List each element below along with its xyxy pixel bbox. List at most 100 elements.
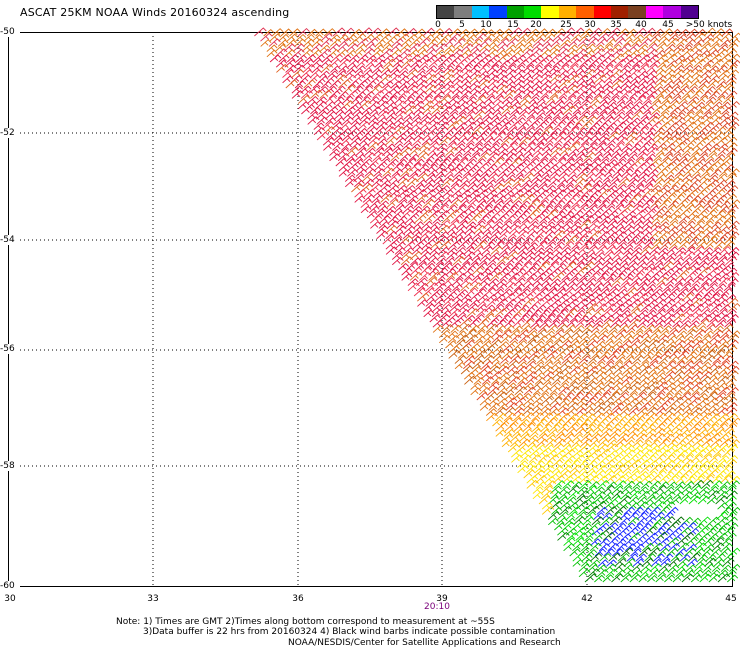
wind-barb bbox=[719, 220, 732, 229]
wind-barb bbox=[517, 329, 530, 338]
wind-barb bbox=[467, 318, 480, 328]
wind-barb bbox=[578, 219, 592, 229]
wind-barb bbox=[502, 199, 514, 208]
wind-barb bbox=[429, 314, 441, 323]
wind-barb bbox=[466, 183, 479, 193]
wind-barb bbox=[527, 101, 539, 110]
wind-barb bbox=[519, 200, 531, 208]
wind-barb bbox=[404, 27, 417, 37]
wind-barb bbox=[592, 236, 605, 245]
wind-barb bbox=[727, 168, 740, 177]
wind-barb bbox=[474, 32, 487, 42]
wind-barb bbox=[615, 209, 629, 219]
wind-barb bbox=[423, 303, 436, 312]
wind-barb bbox=[535, 230, 548, 240]
wind-barb bbox=[647, 574, 658, 583]
wind-barb bbox=[543, 111, 556, 120]
wind-barb bbox=[401, 209, 414, 219]
wind-barb bbox=[444, 37, 457, 47]
wind-barb bbox=[409, 54, 421, 63]
wind-barb bbox=[665, 167, 678, 177]
wind-barb bbox=[403, 247, 415, 255]
wind-barb bbox=[535, 240, 548, 250]
wind-barb bbox=[647, 314, 659, 323]
wind-barb bbox=[593, 85, 605, 94]
wind-barb bbox=[646, 257, 658, 266]
wind-barb bbox=[472, 246, 485, 255]
wind-barb bbox=[329, 58, 342, 68]
wind-barb bbox=[592, 320, 604, 328]
wind-barb bbox=[428, 116, 440, 125]
wind-barb bbox=[535, 112, 547, 120]
wind-barb bbox=[467, 262, 480, 271]
wind-barb bbox=[486, 194, 499, 203]
wind-barb bbox=[408, 153, 420, 162]
wind-barb bbox=[705, 261, 719, 271]
wind-barb bbox=[703, 200, 715, 208]
wind-barb bbox=[467, 189, 480, 198]
wind-barb bbox=[447, 330, 459, 338]
wind-barb bbox=[536, 137, 548, 146]
wind-barb bbox=[598, 188, 612, 198]
wind-barb bbox=[616, 543, 628, 552]
wind-barb bbox=[681, 69, 695, 78]
wind-barb bbox=[329, 79, 342, 89]
wind-barb bbox=[431, 308, 444, 318]
wind-barb bbox=[496, 173, 509, 182]
wind-barb bbox=[522, 64, 535, 73]
wind-barb bbox=[624, 231, 636, 240]
wind-barb bbox=[521, 215, 533, 224]
wind-barb bbox=[462, 267, 474, 276]
wind-barb bbox=[520, 324, 532, 333]
wind-barb bbox=[468, 293, 481, 302]
wind-barb bbox=[460, 194, 473, 203]
wind-barb bbox=[535, 314, 547, 323]
wind-barb bbox=[631, 302, 644, 312]
wind-barb bbox=[438, 158, 451, 167]
wind-barb bbox=[486, 69, 499, 78]
wind-barb bbox=[442, 297, 455, 307]
wind-barb bbox=[424, 74, 437, 84]
wind-barb bbox=[474, 101, 487, 110]
wind-barb bbox=[520, 133, 531, 141]
wind-barb bbox=[699, 403, 711, 411]
wind-barb bbox=[662, 178, 675, 188]
wind-barb bbox=[678, 95, 692, 104]
wind-barb bbox=[549, 53, 563, 63]
wind-barb bbox=[699, 43, 712, 52]
wind-barb bbox=[644, 263, 656, 271]
wind-barb bbox=[574, 292, 587, 302]
wind-barb bbox=[567, 80, 579, 89]
wind-barb bbox=[685, 100, 698, 110]
wind-barb bbox=[341, 100, 354, 110]
wind-barb bbox=[649, 100, 662, 110]
wind-barb bbox=[606, 159, 618, 167]
wind-barb bbox=[332, 101, 345, 110]
wind-barb bbox=[669, 132, 681, 141]
wind-barb bbox=[573, 215, 585, 224]
wind-barb bbox=[618, 43, 632, 52]
wind-barb bbox=[361, 69, 374, 78]
wind-barb bbox=[586, 491, 597, 500]
wind-barb bbox=[699, 298, 712, 307]
wind-barb bbox=[671, 308, 684, 318]
wind-barb bbox=[442, 80, 454, 89]
wind-barb bbox=[525, 465, 538, 474]
wind-barb bbox=[671, 282, 684, 292]
wind-barb bbox=[594, 314, 607, 323]
wind-barb bbox=[583, 152, 597, 162]
wind-barb bbox=[558, 116, 570, 125]
wind-barb bbox=[683, 278, 695, 286]
wind-barb bbox=[728, 122, 740, 130]
wind-barb bbox=[717, 147, 729, 156]
wind-barb bbox=[442, 90, 455, 99]
wind-barb bbox=[592, 127, 605, 136]
wind-barb bbox=[690, 297, 704, 307]
wind-barb bbox=[438, 313, 451, 323]
wind-barb bbox=[468, 64, 481, 73]
wind-barb bbox=[271, 28, 284, 37]
wind-barb bbox=[478, 85, 490, 94]
wind-barb bbox=[667, 231, 679, 240]
wind-barb bbox=[628, 308, 641, 318]
wind-barb bbox=[522, 79, 535, 89]
